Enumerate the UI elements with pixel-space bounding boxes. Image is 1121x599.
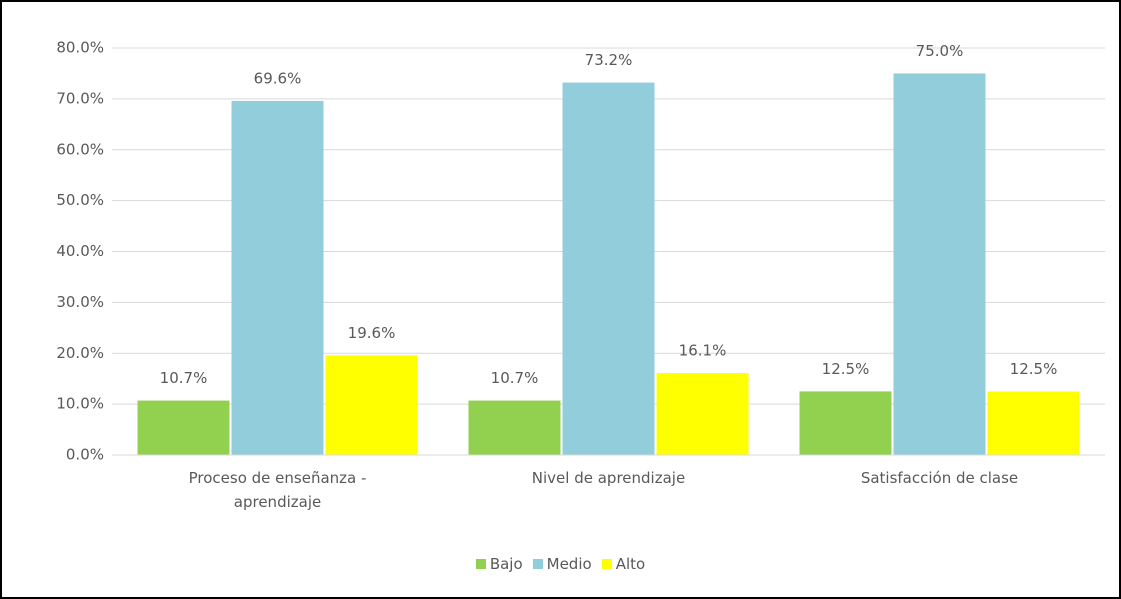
legend-label: Alto xyxy=(615,555,646,573)
legend-swatch xyxy=(532,559,543,569)
x-tick-label: Proceso de enseñanza - aprendizaje xyxy=(188,469,367,511)
x-tick-label: Satisfacción de clase xyxy=(860,469,1019,487)
bar xyxy=(468,400,561,455)
y-tick-label: 80.0% xyxy=(56,39,104,57)
data-label: 10.7% xyxy=(491,369,539,387)
y-tick-label: 30.0% xyxy=(56,293,104,311)
bar xyxy=(562,82,655,455)
data-label: 69.6% xyxy=(254,69,302,87)
legend-swatch xyxy=(601,559,612,569)
bar xyxy=(987,391,1080,455)
legend: Bajo Medio Alto xyxy=(0,555,1121,573)
y-tick-label: 20.0% xyxy=(56,344,104,362)
data-label: 19.6% xyxy=(348,324,396,342)
data-label: 75.0% xyxy=(916,42,964,60)
data-label: 12.5% xyxy=(1010,360,1058,378)
y-tick-label: 40.0% xyxy=(56,242,104,260)
legend-item: Alto xyxy=(601,555,646,573)
bar xyxy=(325,355,418,455)
y-tick-label: 70.0% xyxy=(56,89,104,107)
x-tick-label: Nivel de aprendizaje xyxy=(531,469,686,487)
data-label: 12.5% xyxy=(822,360,870,378)
legend-item: Medio xyxy=(532,555,592,573)
legend-label: Medio xyxy=(546,555,592,573)
legend-label: Bajo xyxy=(489,555,523,573)
data-label: 73.2% xyxy=(585,51,633,69)
data-label: 10.7% xyxy=(160,369,208,387)
legend-swatch xyxy=(475,559,486,569)
y-tick-label: 0.0% xyxy=(66,446,104,464)
legend-item: Bajo xyxy=(475,555,523,573)
y-tick-label: 50.0% xyxy=(56,191,104,209)
bar xyxy=(656,373,749,455)
data-label: 16.1% xyxy=(679,342,727,360)
bar xyxy=(137,400,230,455)
bar xyxy=(231,100,324,455)
y-tick-label: 60.0% xyxy=(56,140,104,158)
bar xyxy=(893,73,986,455)
y-tick-label: 10.0% xyxy=(56,395,104,413)
bar xyxy=(799,391,892,455)
